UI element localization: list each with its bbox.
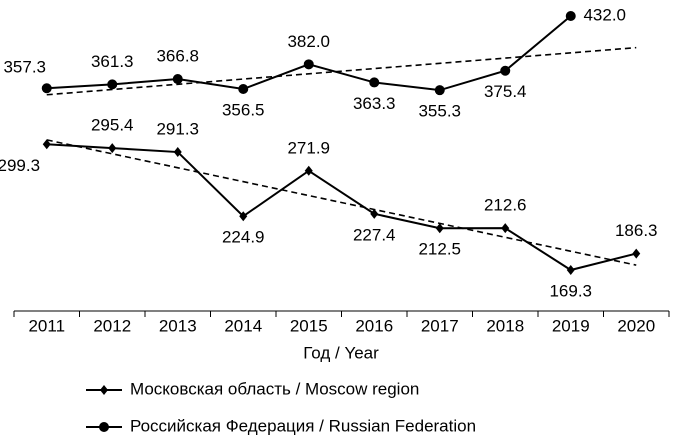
point xyxy=(173,147,182,158)
data-label: 356.5 xyxy=(222,100,265,119)
point xyxy=(238,83,249,94)
point xyxy=(369,77,380,88)
data-label: 291.3 xyxy=(156,120,199,139)
point xyxy=(500,65,511,76)
x-tick-label: 2011 xyxy=(28,316,65,335)
legend-label: Российская Федерация / Russian Federatio… xyxy=(130,416,476,435)
point xyxy=(239,211,248,222)
point xyxy=(434,85,445,96)
x-tick-label: 2017 xyxy=(421,316,459,335)
x-tick-label: 2020 xyxy=(617,316,655,335)
data-label: 295.4 xyxy=(91,116,134,135)
data-label: 299.3 xyxy=(0,156,40,175)
x-axis-title: Год / Year xyxy=(303,343,379,362)
data-label: 382.0 xyxy=(287,32,330,51)
data-label: 169.3 xyxy=(549,281,592,300)
data-label: 212.6 xyxy=(484,196,527,215)
data-label: 227.4 xyxy=(353,225,396,244)
data-label: 212.5 xyxy=(418,240,461,259)
trendline xyxy=(46,139,637,266)
point xyxy=(108,143,117,154)
point xyxy=(565,11,576,21)
data-label: 271.9 xyxy=(287,138,330,157)
x-tick-label: 2013 xyxy=(159,316,197,335)
point xyxy=(632,248,641,259)
x-tick-label: 2019 xyxy=(552,316,590,335)
x-tick-label: 2015 xyxy=(290,316,328,335)
x-tick-label: 2014 xyxy=(224,316,262,335)
x-tick-label: 2012 xyxy=(93,316,131,335)
legend-marker xyxy=(100,385,108,395)
point xyxy=(303,59,314,70)
data-label: 355.3 xyxy=(418,102,461,121)
x-tick-label: 2018 xyxy=(486,316,524,335)
data-label: 366.8 xyxy=(156,47,199,66)
series-line xyxy=(46,143,637,272)
point xyxy=(172,74,183,85)
point xyxy=(107,79,118,90)
trendline xyxy=(46,46,637,96)
data-label: 186.3 xyxy=(615,221,658,240)
data-label: 224.9 xyxy=(222,228,265,247)
point xyxy=(41,83,52,94)
point xyxy=(566,265,575,275)
point xyxy=(435,223,444,234)
point xyxy=(501,223,510,234)
legend-marker xyxy=(99,422,109,432)
data-label: 375.4 xyxy=(484,82,527,101)
legend-label: Московская область / Moscow region xyxy=(130,379,419,398)
data-label: 357.3 xyxy=(3,58,46,77)
point xyxy=(42,139,51,150)
data-label: 432.0 xyxy=(583,5,626,24)
data-label: 363.3 xyxy=(353,94,396,113)
point xyxy=(304,165,313,176)
point xyxy=(370,208,379,219)
data-label: 361.3 xyxy=(91,52,134,71)
x-tick-label: 2016 xyxy=(355,316,393,335)
